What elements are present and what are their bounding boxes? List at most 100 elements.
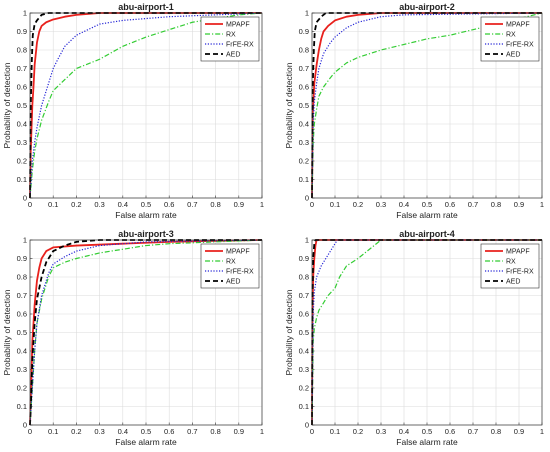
y-axis-label: Probability of detection (284, 289, 294, 375)
legend-label: FrFE-RX (226, 42, 254, 49)
x-tick-label: 0.8 (491, 200, 501, 209)
legend-label: AED (226, 52, 240, 59)
y-tick-label: 0.3 (17, 138, 27, 147)
y-tick-label: 0.8 (17, 273, 27, 282)
legend-label: AED (226, 279, 240, 286)
series-line-frfe-rx (29, 12, 263, 199)
legend: MPAPF RX FrFE-RX AED (480, 243, 540, 289)
legend-label: RX (226, 32, 236, 39)
x-tick-label: 0.1 (48, 427, 58, 436)
x-tick-label: 0.5 (422, 427, 432, 436)
x-tick-label: 0.2 (71, 427, 81, 436)
chart-title: abu-airport-3 (118, 229, 174, 239)
legend-label: RX (226, 259, 236, 266)
y-tick-label: 0.1 (299, 175, 309, 184)
y-tick-label: 0.6 (17, 310, 27, 319)
y-tick-label: 0.7 (17, 291, 27, 300)
x-axis-label: False alarm rate (396, 210, 458, 220)
x-tick-label: 0.9 (234, 427, 244, 436)
x-tick-label: 0.1 (48, 200, 58, 209)
x-tick-label: 0.7 (187, 427, 197, 436)
legend-label: MPAPF (506, 22, 530, 29)
y-tick-label: 0.9 (299, 254, 309, 263)
legend: MPAPF RX FrFE-RX AED (200, 243, 260, 289)
axes-frame (29, 12, 263, 199)
legend-label: MPAPF (226, 249, 250, 256)
y-tick-label: 1 (23, 236, 27, 245)
y-tick-label: 0.1 (299, 402, 309, 411)
x-tick-label: 0 (28, 427, 32, 436)
y-axis-label: Probability of detection (284, 62, 294, 148)
y-axis-label: Probability of detection (2, 289, 12, 375)
y-tick-label: 0.9 (299, 27, 309, 36)
y-tick-label: 0.3 (17, 365, 27, 374)
y-tick-label: 0.1 (17, 175, 27, 184)
chart-panel-2: 0 0.1 0.2 0.3 0.4 0.5 0.6 0.7 0.8 0.9 1 0 0.1 0.2 0.3 0… (284, 2, 544, 220)
legend-label: RX (506, 259, 516, 266)
x-tick-label: 1 (540, 427, 544, 436)
x-tick-label: 0.2 (353, 427, 363, 436)
y-tick-label: 1 (305, 236, 309, 245)
y-tick-label: 0.1 (17, 402, 27, 411)
y-tick-label: 0.8 (299, 273, 309, 282)
x-tick-label: 0.6 (445, 200, 455, 209)
y-axis-label: Probability of detection (2, 62, 12, 148)
series-line-frfe-rx (311, 239, 542, 426)
y-tick-label: 0.4 (299, 120, 309, 129)
chart-title: abu-airport-1 (118, 2, 174, 12)
y-tick-label: 0.5 (17, 328, 27, 337)
x-tick-label: 0.7 (468, 200, 478, 209)
y-tick-label: 0.5 (299, 328, 309, 337)
series-line-rx (29, 239, 263, 426)
y-tick-label: 0.6 (299, 310, 309, 319)
chart-panel-1: 0 0.1 0.2 0.3 0.4 0.5 0.6 0.7 0.8 0.9 1 0 0.1 0.2 0.3 0… (2, 2, 264, 220)
y-tick-label: 0 (305, 421, 309, 430)
x-tick-label: 0.6 (164, 200, 174, 209)
legend: MPAPF RX FrFE-RX AED (480, 16, 540, 62)
chart-title: abu-airport-2 (399, 2, 455, 12)
y-tick-label: 0.5 (17, 101, 27, 110)
series-line-mpapf (311, 12, 542, 199)
y-tick-label: 0.3 (299, 365, 309, 374)
x-tick-label: 0.4 (399, 200, 409, 209)
y-tick-label: 0.3 (299, 138, 309, 147)
chart-title: abu-airport-4 (399, 229, 455, 239)
y-tick-label: 0.7 (17, 64, 27, 73)
series-line-rx (311, 239, 542, 426)
x-tick-label: 0.5 (141, 200, 151, 209)
series-line-frfe-rx (311, 12, 543, 199)
x-tick-label: 0.4 (118, 427, 128, 436)
x-tick-label: 0.9 (234, 200, 244, 209)
legend-label: MPAPF (506, 249, 530, 256)
x-tick-label: 0.2 (71, 200, 81, 209)
y-tick-label: 0.9 (17, 254, 27, 263)
x-tick-label: 0.7 (187, 200, 197, 209)
series-line-aed (311, 239, 542, 426)
x-tick-label: 1 (260, 427, 264, 436)
x-tick-label: 0.3 (376, 200, 386, 209)
legend-label: MPAPF (226, 22, 250, 29)
y-tick-label: 0.5 (299, 101, 309, 110)
x-tick-label: 0.3 (94, 200, 104, 209)
chart-panel-3: 0 0.1 0.2 0.3 0.4 0.5 0.6 0.7 0.8 0.9 1 0 0.1 0.2 0.3 0… (2, 229, 264, 447)
x-tick-label: 0 (28, 200, 32, 209)
legend-label: FrFE-RX (506, 269, 534, 276)
series-line-aed (29, 12, 262, 199)
y-tick-label: 1 (305, 9, 309, 18)
x-tick-label: 1 (260, 200, 264, 209)
x-tick-label: 0.4 (399, 427, 409, 436)
x-tick-label: 0.6 (164, 427, 174, 436)
y-tick-label: 0.6 (299, 83, 309, 92)
y-tick-label: 0 (23, 194, 27, 203)
x-tick-label: 0.7 (468, 427, 478, 436)
x-tick-label: 0.8 (210, 200, 220, 209)
series-line-aed (29, 239, 262, 426)
x-tick-label: 0.6 (445, 427, 455, 436)
y-tick-label: 0.2 (17, 384, 27, 393)
axes-frame (311, 239, 543, 426)
series-line-mpapf (29, 12, 262, 199)
x-tick-label: 0.1 (330, 427, 340, 436)
chart-panel-4: 0 0.1 0.2 0.3 0.4 0.5 0.6 0.7 0.8 0.9 1 0 0.1 0.2 0.3 0… (284, 229, 544, 447)
y-tick-label: 0.4 (17, 347, 27, 356)
